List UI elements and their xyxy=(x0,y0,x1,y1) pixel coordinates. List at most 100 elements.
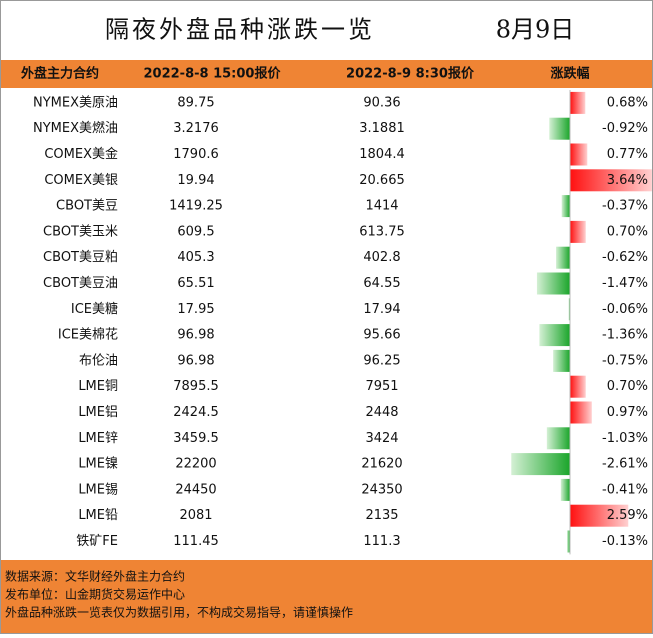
prev-price: 2424.5 xyxy=(173,405,219,420)
change-bar xyxy=(553,349,570,372)
change-label: 0.77% xyxy=(607,147,648,162)
prev-price: 405.3 xyxy=(177,250,214,265)
curr-price: 95.66 xyxy=(363,328,400,343)
prev-price: 7895.5 xyxy=(173,379,219,394)
row-name: CBOT美豆 xyxy=(56,199,118,214)
row-name: NYMEX美燃油 xyxy=(33,120,118,136)
row-name: LME锡 xyxy=(78,482,118,497)
change-bar xyxy=(570,220,586,243)
curr-price: 111.3 xyxy=(363,534,400,549)
prev-price: 89.75 xyxy=(177,95,214,110)
change-bar xyxy=(570,401,592,424)
change-label: 0.68% xyxy=(607,95,648,110)
prev-price: 3459.5 xyxy=(173,431,219,446)
curr-price: 3424 xyxy=(365,431,398,446)
change-label: 0.97% xyxy=(607,405,648,420)
prev-price: 24450 xyxy=(175,482,216,497)
footer-line: 数据来源：文华财经外盘主力合约 xyxy=(5,569,185,584)
curr-price: 2135 xyxy=(365,508,398,523)
change-bar xyxy=(567,530,570,553)
change-bar xyxy=(511,453,570,476)
change-label: -0.62% xyxy=(602,250,648,265)
footer-line: 外盘品种涨跌一览表仅为数据引用，不构成交易指导，请谨慎操作 xyxy=(5,605,353,620)
change-bar xyxy=(568,298,570,321)
row-name: CBOT美玉米 xyxy=(43,224,118,239)
row-name: 铁矿FE xyxy=(76,534,118,549)
change-label: 0.70% xyxy=(607,379,648,394)
row-name: ICE美糖 xyxy=(71,301,118,317)
prev-price: 609.5 xyxy=(177,224,214,239)
curr-price: 17.94 xyxy=(363,302,400,317)
column-header: 涨跌幅 xyxy=(549,66,589,82)
curr-price: 1414 xyxy=(365,199,398,214)
change-bar xyxy=(560,478,570,501)
change-bar xyxy=(536,272,570,295)
change-label: -0.41% xyxy=(602,482,648,497)
footer-band xyxy=(1,560,652,633)
row-name: LME镍 xyxy=(78,457,118,472)
curr-price: 90.36 xyxy=(363,95,400,110)
change-label: -1.03% xyxy=(602,431,648,446)
change-bar xyxy=(549,117,570,140)
curr-price: 24350 xyxy=(361,482,402,497)
change-label: -2.61% xyxy=(602,457,648,472)
change-bar xyxy=(570,375,586,398)
row-name: CBOT美豆粕 xyxy=(43,250,118,265)
change-label: -0.92% xyxy=(602,121,648,136)
column-header: 2022-8-9 8:30报价 xyxy=(346,67,475,82)
change-label: 0.70% xyxy=(607,224,648,239)
change-label: -0.37% xyxy=(602,199,648,214)
change-label: 3.64% xyxy=(607,173,648,188)
change-bar xyxy=(546,427,570,450)
curr-price: 402.8 xyxy=(363,250,400,265)
change-bar xyxy=(570,169,652,192)
prev-price: 96.98 xyxy=(177,328,214,343)
row-name: 布伦油 xyxy=(79,353,118,368)
prev-price: 96.98 xyxy=(177,353,214,368)
curr-price: 1804.4 xyxy=(359,147,405,162)
date: 8月9日 xyxy=(496,16,575,44)
row-name: LME铅 xyxy=(78,508,118,523)
curr-price: 613.75 xyxy=(359,224,405,239)
curr-price: 64.55 xyxy=(363,276,400,291)
change-bar xyxy=(570,91,586,114)
title: 隔夜外盘品种涨跌一览 xyxy=(105,16,375,44)
change-bar xyxy=(570,143,588,166)
row-name: ICE美棉花 xyxy=(58,327,118,343)
curr-price: 3.1881 xyxy=(359,121,405,136)
prev-price: 1790.6 xyxy=(173,147,219,162)
curr-price: 7951 xyxy=(365,379,398,394)
prev-price: 1419.25 xyxy=(169,199,223,214)
change-label: -0.13% xyxy=(602,534,648,549)
curr-price: 2448 xyxy=(365,405,398,420)
prev-price: 19.94 xyxy=(177,173,214,188)
row-name: COMEX美银 xyxy=(44,173,118,188)
row-name: NYMEX美原油 xyxy=(33,95,118,110)
row-name: LME锌 xyxy=(78,431,118,446)
row-name: CBOT美豆油 xyxy=(43,276,118,291)
prev-price: 17.95 xyxy=(177,302,214,317)
change-label: -0.06% xyxy=(602,302,648,317)
prev-price: 65.51 xyxy=(177,276,214,291)
curr-price: 20.665 xyxy=(359,173,405,188)
row-name: LME铜 xyxy=(78,379,118,394)
change-label: -1.36% xyxy=(602,328,648,343)
prev-price: 2081 xyxy=(179,508,212,523)
change-label: 2.59% xyxy=(607,508,648,523)
column-header: 外盘主力合约 xyxy=(20,66,99,82)
change-bar xyxy=(561,195,570,218)
curr-price: 21620 xyxy=(361,457,402,472)
change-bar xyxy=(539,324,570,347)
prev-price: 3.2176 xyxy=(173,121,219,136)
prev-price: 111.45 xyxy=(173,534,219,549)
footer-line: 发布单位：山金期货交易运作中心 xyxy=(5,587,185,602)
change-label: -0.75% xyxy=(602,353,648,368)
curr-price: 96.25 xyxy=(363,353,400,368)
change-bar xyxy=(556,246,570,269)
prev-price: 22200 xyxy=(175,457,216,472)
change-bar xyxy=(570,504,629,527)
header-band xyxy=(1,60,652,88)
row-name: COMEX美金 xyxy=(44,146,118,162)
